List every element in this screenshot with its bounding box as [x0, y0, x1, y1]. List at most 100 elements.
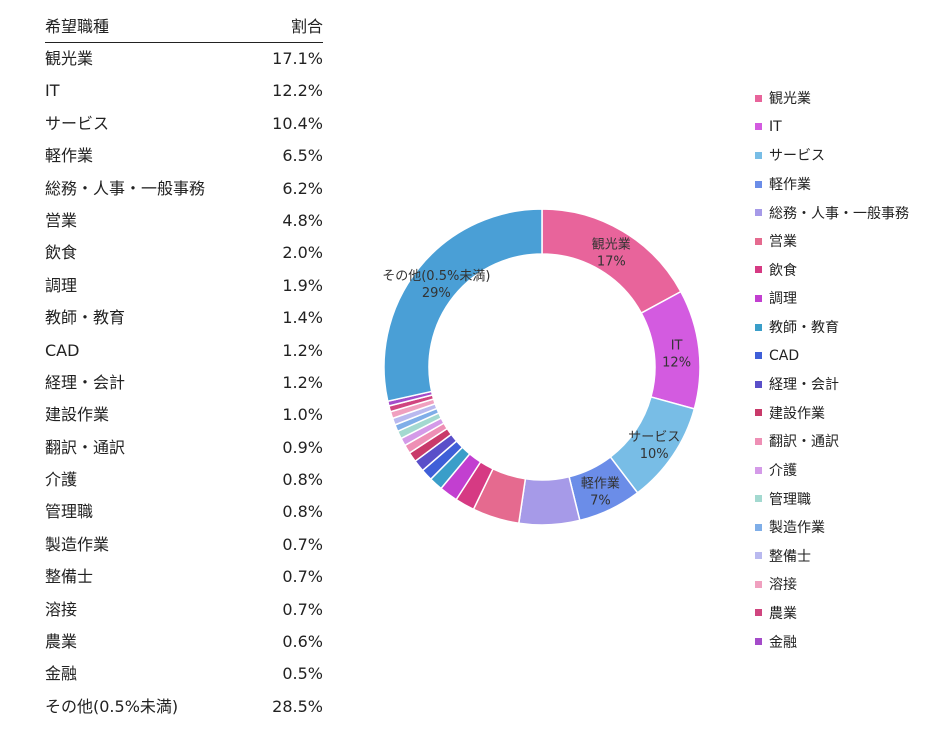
- legend-label: 調理: [769, 291, 797, 308]
- donut-chart: 観光業 17% IT 12% サービス 10%軽作業 7% その他(0.5%未満) 29%: [382, 208, 701, 526]
- legend-label: 総務・人事・一般事務: [769, 205, 909, 222]
- table-row: その他(0.5%未満) 28.5%: [45, 691, 323, 723]
- legend-swatch: [755, 523, 762, 531]
- legend-item: 軽作業: [755, 170, 933, 199]
- row-value: 4.8%: [282, 210, 323, 230]
- legend-label: 製造作業: [769, 520, 825, 537]
- legend-item: 金融: [755, 627, 933, 656]
- legend-swatch: [755, 123, 762, 131]
- table-row: 翻訳・通訳 0.9%: [45, 432, 323, 464]
- legend-swatch: [755, 609, 762, 617]
- table-body: 観光業 17.1% IT 12.2% サービス 10.4% 軽作業 6.5% 総務・人事・一般事…: [45, 43, 323, 723]
- legend-item: 介護: [755, 456, 933, 485]
- legend-item: サービス: [755, 141, 933, 170]
- slice-label: サービス 10%: [628, 430, 680, 462]
- row-value: 10.4%: [272, 113, 323, 133]
- row-value: 0.8%: [282, 470, 323, 490]
- legend-label: 翻訳・通訳: [769, 434, 839, 451]
- row-category: 翻訳・通訳: [45, 437, 126, 457]
- legend-item: 建設作業: [755, 399, 933, 428]
- row-category: 軽作業: [45, 146, 94, 166]
- legend-swatch: [755, 638, 762, 646]
- header-category: 希望職種: [45, 17, 110, 36]
- legend-item: 溶接: [755, 570, 933, 599]
- row-category: 営業: [45, 210, 78, 230]
- legend-swatch: [755, 266, 762, 274]
- legend-item: IT: [755, 113, 933, 142]
- legend-swatch: [755, 580, 762, 588]
- legend-label: サービス: [769, 148, 825, 165]
- row-value: 28.5%: [272, 696, 323, 716]
- row-category: IT: [45, 81, 60, 101]
- row-value: 1.2%: [282, 340, 323, 360]
- row-category: 総務・人事・一般事務: [45, 178, 206, 198]
- legend-item: 営業: [755, 227, 933, 256]
- legend-swatch: [755, 237, 762, 245]
- row-value: 0.5%: [282, 664, 323, 684]
- table-row: 観光業 17.1%: [45, 43, 323, 75]
- legend-swatch: [755, 552, 762, 560]
- row-category: 管理職: [45, 502, 94, 522]
- row-category: サービス: [45, 113, 110, 133]
- row-value: 0.7%: [282, 599, 323, 619]
- table-row: 軽作業 6.5%: [45, 140, 323, 172]
- table-row: IT 12.2%: [45, 75, 323, 107]
- legend-item: 調理: [755, 284, 933, 313]
- table-row: サービス 10.4%: [45, 108, 323, 140]
- table-row: 農業 0.6%: [45, 626, 323, 658]
- table-row: 飲食 2.0%: [45, 237, 323, 269]
- row-category: 介護: [45, 470, 78, 490]
- legend-swatch: [755, 409, 762, 417]
- row-category: 経理・会計: [45, 372, 126, 392]
- legend-item: 製造作業: [755, 513, 933, 542]
- table-row: 教師・教育 1.4%: [45, 302, 323, 334]
- legend-swatch: [755, 209, 762, 217]
- job-share-table: 希望職種 割合 観光業 17.1% IT 12.2% サービス 10.4% 軽作業 6.5% 総…: [45, 12, 323, 723]
- legend-label: 軽作業: [769, 177, 811, 194]
- legend-label: 教師・教育: [769, 320, 839, 337]
- row-value: 2.0%: [282, 243, 323, 263]
- table-row: 総務・人事・一般事務 6.2%: [45, 173, 323, 205]
- row-category: その他(0.5%未満): [45, 696, 179, 716]
- table-row: 溶接 0.7%: [45, 594, 323, 626]
- legend-item: 飲食: [755, 256, 933, 285]
- legend-label: 溶接: [769, 577, 797, 594]
- row-category: 農業: [45, 632, 78, 652]
- row-category: 建設作業: [45, 405, 110, 425]
- legend-label: 介護: [769, 463, 797, 480]
- legend-item: 総務・人事・一般事務: [755, 198, 933, 227]
- table-row: 製造作業 0.7%: [45, 529, 323, 561]
- chart-legend: 観光業 IT サービス 軽作業 総務・人事・一般事務 営業 飲食 調理 教師・教育 CAD 経理・会…: [755, 84, 933, 656]
- legend-item: 教師・教育: [755, 313, 933, 342]
- table-header: 希望職種 割合: [45, 12, 323, 43]
- legend-swatch: [755, 437, 762, 445]
- legend-label: 金融: [769, 634, 797, 651]
- row-value: 17.1%: [272, 49, 323, 68]
- table-row: 営業 4.8%: [45, 205, 323, 237]
- row-value: 12.2%: [272, 81, 323, 101]
- row-category: 整備士: [45, 567, 94, 587]
- legend-swatch: [755, 495, 762, 503]
- legend-swatch: [755, 180, 762, 188]
- row-value: 0.9%: [282, 437, 323, 457]
- legend-swatch: [755, 151, 762, 159]
- legend-item: 農業: [755, 599, 933, 628]
- row-value: 6.5%: [282, 146, 323, 166]
- row-value: 0.6%: [282, 632, 323, 652]
- legend-item: 翻訳・通訳: [755, 427, 933, 456]
- slice-4: [517, 475, 581, 526]
- table-row: 整備士 0.7%: [45, 561, 323, 593]
- legend-item: 経理・会計: [755, 370, 933, 399]
- table-row: 経理・会計 1.2%: [45, 367, 323, 399]
- table-row: 介護 0.8%: [45, 464, 323, 496]
- legend-label: 観光業: [769, 91, 811, 108]
- row-value: 0.8%: [282, 502, 323, 522]
- legend-item: 整備士: [755, 542, 933, 571]
- row-value: 0.7%: [282, 567, 323, 587]
- legend-item: 観光業: [755, 84, 933, 113]
- row-value: 1.4%: [282, 308, 323, 328]
- legend-item: 管理職: [755, 484, 933, 513]
- header-value: 割合: [290, 17, 323, 36]
- legend-swatch: [755, 94, 762, 102]
- row-value: 6.2%: [282, 178, 323, 198]
